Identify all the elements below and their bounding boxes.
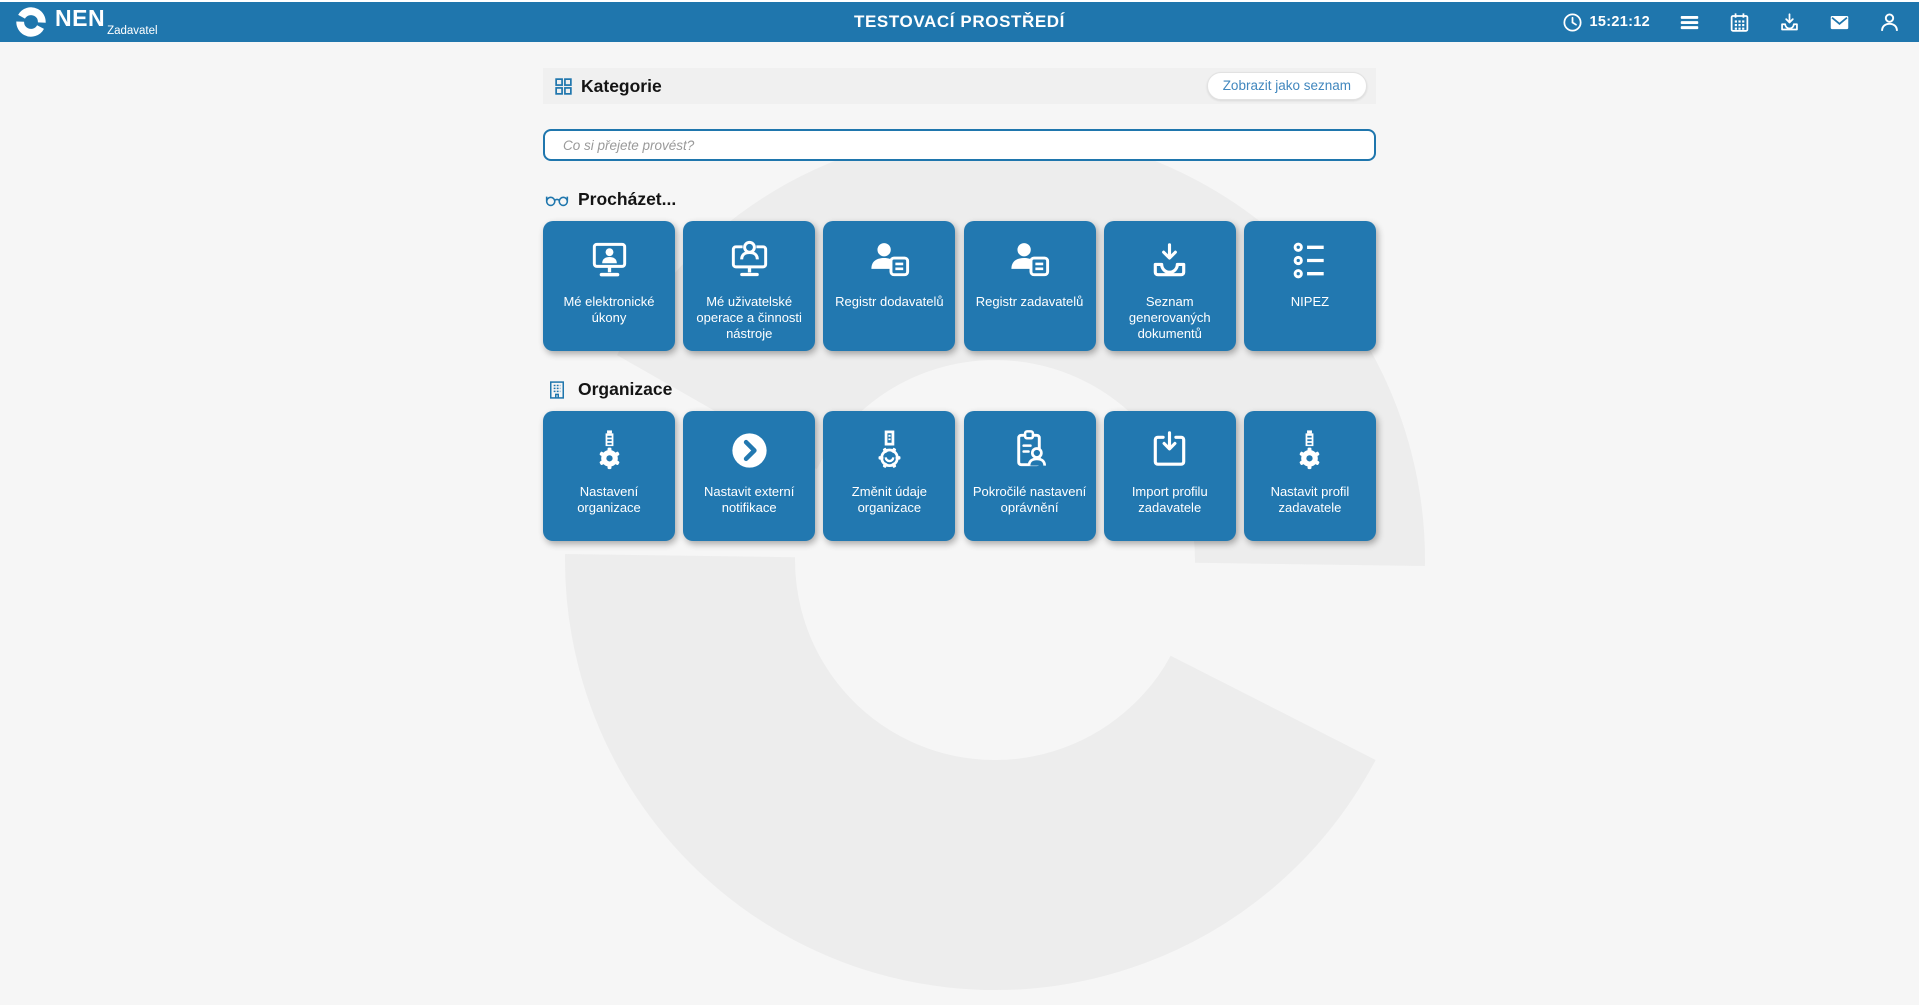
- user-document-icon: [866, 237, 913, 284]
- gear-building-outline-icon: [866, 427, 913, 474]
- tile-nastavit-profil-zadavatele[interactable]: Nastavit profil zadavatele: [1243, 411, 1376, 541]
- category-bar: Kategorie Zobrazit jako seznam: [543, 68, 1376, 104]
- section-organizace: Organizace Nastavení organizace Nastavit e…: [543, 379, 1376, 541]
- clock-time: 15:21:12: [1589, 14, 1650, 30]
- user-document-icon: [1006, 237, 1053, 284]
- search-input[interactable]: [543, 129, 1376, 161]
- glasses-icon: [545, 190, 569, 210]
- mail-icon[interactable]: [1829, 12, 1850, 33]
- tile-nastaveni-organizace[interactable]: Nastavení organizace: [543, 411, 675, 541]
- gear-building-icon: [586, 427, 633, 474]
- tile-pokrocile-nastaveni-opravneni[interactable]: Pokročilé nastavení oprávnění: [963, 411, 1096, 541]
- list-icon: [1286, 237, 1333, 284]
- tile-zmenit-udaje-organizace[interactable]: Změnit údaje organizace: [823, 411, 956, 541]
- tile-row: Nastavení organizace Nastavit externí not…: [543, 411, 1376, 541]
- tray-download-icon: [1146, 237, 1193, 284]
- clipboard-user-icon: [1006, 427, 1053, 474]
- tile-registr-zadavatelu[interactable]: Registr zadavatelů: [963, 221, 1096, 351]
- monitor-user-alt-icon: [726, 237, 773, 284]
- tile-label: Import profilu zadavatele: [1131, 484, 1208, 516]
- calendar-icon[interactable]: [1729, 12, 1750, 33]
- download-icon[interactable]: [1779, 12, 1800, 33]
- brand-subtitle: Zadavatel: [107, 25, 158, 37]
- tile-label: Mé uživatelské operace a činnosti nástro…: [696, 294, 802, 342]
- tile-row: Mé elektronické úkony Mé uživatelské oper…: [543, 221, 1376, 351]
- monitor-user-icon: [586, 237, 633, 284]
- section-title: Organizace: [578, 379, 673, 399]
- menu-icon[interactable]: [1679, 12, 1700, 33]
- clock-group: 15:21:12: [1562, 12, 1650, 33]
- tile-label: NIPEZ: [1290, 294, 1330, 309]
- brand-name: NEN: [55, 5, 106, 31]
- section-title: Procházet...: [578, 189, 677, 209]
- grid-icon: [555, 77, 572, 95]
- search-row: [543, 129, 1376, 161]
- tile-import-profilu-zadavatele[interactable]: Import profilu zadavatele: [1103, 411, 1236, 541]
- chevron-circle-icon: [726, 427, 773, 474]
- tile-registr-dodavatelu[interactable]: Registr dodavatelů: [823, 221, 956, 351]
- user-icon[interactable]: [1879, 12, 1900, 33]
- tile-label: Změnit údaje organizace: [851, 484, 927, 516]
- clock-icon: [1562, 12, 1583, 33]
- app-header: NEN Zadavatel TESTOVACÍ PROSTŘEDÍ 15:21:…: [0, 2, 1919, 42]
- tile-label: Seznam generovaných dokumentů: [1128, 294, 1211, 342]
- tile-label: Pokročilé nastavení oprávnění: [972, 484, 1087, 516]
- main-content: Kategorie Zobrazit jako seznam Procházet…: [543, 68, 1376, 541]
- tile-label: Nastavit externí notifikace: [704, 484, 795, 516]
- header-actions: 15:21:12: [1562, 12, 1900, 33]
- tile-me-uzivatelske-operace-a-cinnosti-nastroje[interactable]: Mé uživatelské operace a činnosti nástro…: [683, 221, 816, 351]
- import-box-icon: [1146, 427, 1193, 474]
- brand: NEN Zadavatel: [16, 7, 158, 37]
- section-prochazet: Procházet... Mé elektronické úkony Mé uživ…: [543, 189, 1376, 351]
- building-icon: [545, 380, 569, 400]
- tile-seznam-generovanych-dokumentu[interactable]: Seznam generovaných dokumentů: [1103, 221, 1236, 351]
- tile-me-elektronicke-ukony[interactable]: Mé elektronické úkony: [543, 221, 675, 351]
- page-title: Kategorie: [581, 75, 662, 96]
- section-header: Organizace: [543, 379, 1376, 400]
- environment-title: TESTOVACÍ PROSTŘEDÍ: [853, 12, 1066, 31]
- tile-nastavit-externi-notifikace[interactable]: Nastavit externí notifikace: [683, 411, 816, 541]
- tile-label: Nastavení organizace: [577, 484, 641, 516]
- tile-label: Registr zadavatelů: [975, 294, 1084, 309]
- tile-nipez[interactable]: NIPEZ: [1243, 221, 1376, 351]
- section-header: Procházet...: [543, 189, 1376, 210]
- tile-label: Registr dodavatelů: [835, 294, 944, 309]
- gear-building-icon: [1286, 427, 1333, 474]
- nen-logo-icon: [16, 7, 46, 37]
- view-as-list-button[interactable]: Zobrazit jako seznam: [1206, 72, 1367, 100]
- tile-label: Nastavit profil zadavatele: [1270, 484, 1350, 516]
- tile-label: Mé elektronické úkony: [563, 294, 655, 326]
- top-strip: [0, 0, 1919, 2]
- sections: Procházet... Mé elektronické úkony Mé uživ…: [543, 189, 1376, 541]
